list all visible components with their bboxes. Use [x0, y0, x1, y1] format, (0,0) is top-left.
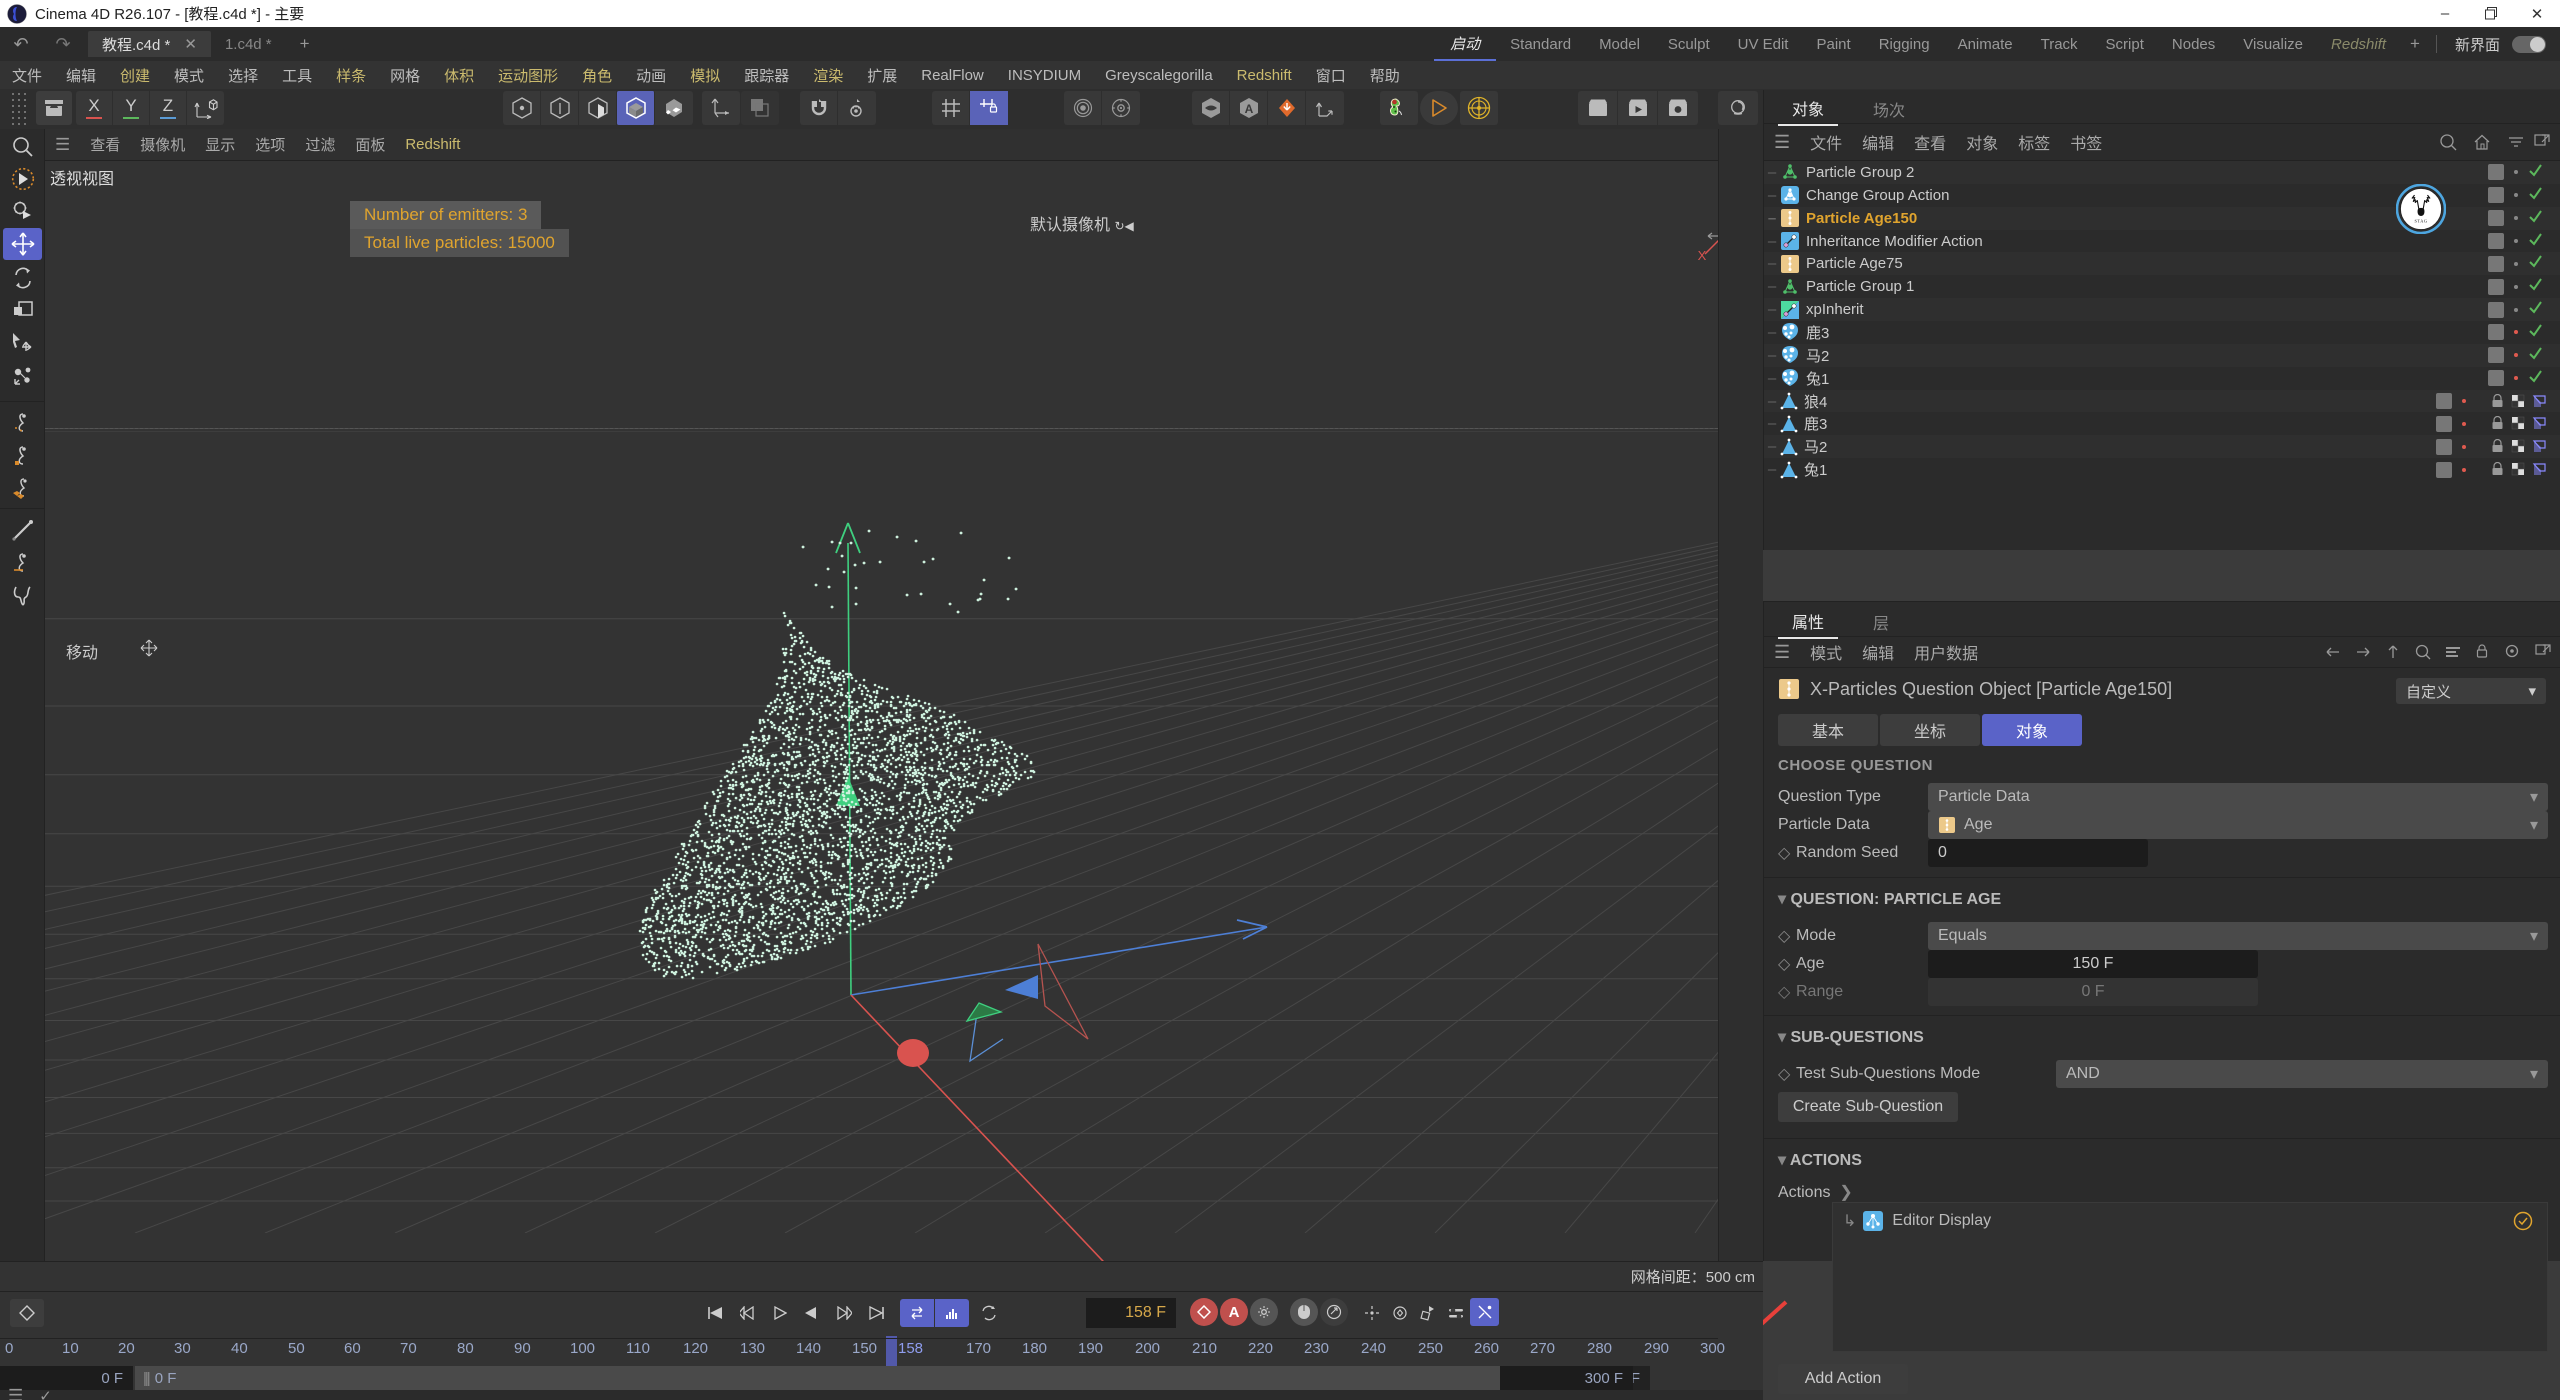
- svg-text:STAG: STAG: [2415, 219, 2428, 224]
- svg-text:A: A: [1244, 102, 1253, 116]
